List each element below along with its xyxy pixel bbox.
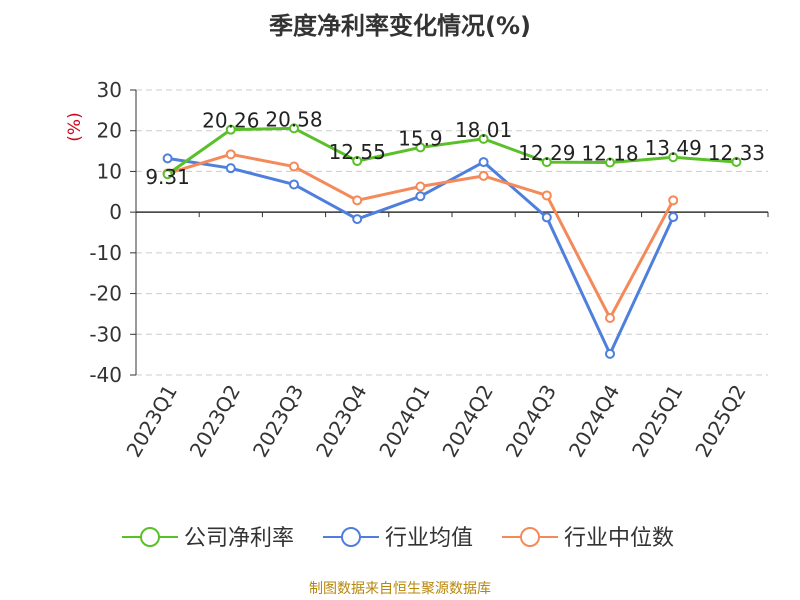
data-label: 12.29 bbox=[518, 141, 575, 165]
data-label: 20.58 bbox=[265, 107, 322, 131]
y-tick-label: 30 bbox=[97, 78, 122, 102]
data-label: 12.18 bbox=[581, 142, 638, 166]
data-point bbox=[541, 157, 552, 168]
data-point bbox=[668, 152, 679, 163]
legend-label: 行业均值 bbox=[385, 526, 473, 551]
x-tick-label: 2024Q3 bbox=[501, 381, 561, 462]
series-line bbox=[166, 126, 737, 176]
data-point bbox=[415, 191, 426, 202]
y-axis-label: (%) bbox=[65, 112, 85, 141]
legend-marker bbox=[140, 527, 160, 547]
data-label: 18.01 bbox=[455, 118, 512, 142]
data-source: 制图数据来自恒生聚源数据库 bbox=[309, 581, 491, 597]
data-point bbox=[162, 153, 173, 164]
x-tick-label: 2023Q4 bbox=[311, 381, 371, 462]
legend-marker bbox=[520, 527, 540, 547]
data-point bbox=[668, 195, 679, 206]
data-point bbox=[478, 157, 489, 168]
data-label: 12.55 bbox=[329, 140, 386, 164]
data-label: 15.9 bbox=[398, 126, 443, 150]
x-tick-label: 2023Q2 bbox=[185, 381, 245, 462]
data-point bbox=[352, 156, 363, 167]
y-tick-label: -20 bbox=[89, 282, 122, 306]
data-point bbox=[731, 156, 742, 167]
data-point bbox=[541, 190, 552, 201]
legend-label: 行业中位数 bbox=[564, 526, 674, 551]
data-label: 9.31 bbox=[145, 165, 190, 189]
x-tick-label: 2024Q2 bbox=[437, 380, 497, 461]
legend-label: 公司净利率 bbox=[184, 526, 294, 551]
data-label: 12.33 bbox=[708, 141, 765, 165]
data-point bbox=[415, 181, 426, 192]
data-point bbox=[541, 212, 552, 223]
data-point bbox=[289, 123, 299, 134]
data-point bbox=[352, 195, 363, 206]
data-point bbox=[352, 214, 363, 225]
x-tick-label: 2023Q1 bbox=[121, 381, 181, 462]
x-tick-label: 2025Q2 bbox=[690, 381, 750, 462]
legend-marker bbox=[341, 527, 361, 547]
data-point bbox=[225, 163, 236, 174]
data-label: 13.49 bbox=[645, 136, 702, 160]
data-point bbox=[225, 124, 236, 135]
x-tick-label: 2024Q1 bbox=[374, 381, 434, 462]
y-tick-label: -10 bbox=[89, 241, 122, 265]
data-label: 20.26 bbox=[202, 109, 259, 133]
data-point bbox=[415, 142, 426, 153]
y-tick-label: -40 bbox=[89, 363, 122, 387]
x-tick-label: 2023Q3 bbox=[248, 381, 308, 462]
data-point bbox=[605, 313, 615, 323]
data-point bbox=[605, 348, 615, 359]
x-tick-label: 2024Q4 bbox=[564, 381, 624, 462]
data-point bbox=[225, 149, 236, 160]
data-point bbox=[162, 169, 173, 180]
y-tick-label: -30 bbox=[89, 322, 122, 346]
data-point bbox=[289, 179, 299, 190]
data-point bbox=[605, 157, 615, 168]
data-point bbox=[478, 170, 489, 181]
y-tick-label: 0 bbox=[109, 200, 122, 224]
data-point bbox=[668, 212, 679, 223]
y-tick-label: 20 bbox=[97, 119, 122, 143]
data-point bbox=[478, 133, 489, 144]
y-tick-label: 10 bbox=[97, 159, 122, 183]
data-point bbox=[289, 161, 299, 172]
chart-title: 季度净利率变化情况(%) bbox=[269, 12, 531, 40]
x-tick-label: 2025Q1 bbox=[627, 381, 687, 462]
